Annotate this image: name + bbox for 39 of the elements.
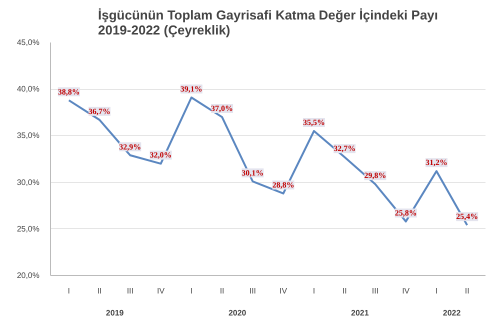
data-label: 32,9% (119, 142, 142, 152)
data-label: 35,5% (302, 118, 325, 128)
text: 2022 (442, 308, 462, 318)
data-label: 28,8% (272, 180, 294, 190)
text: 2019 (106, 308, 124, 318)
data-label: 25,8% (394, 208, 417, 218)
y-tick-label: 30,0% (16, 178, 40, 187)
data-label: 31,2% (425, 158, 448, 168)
x-tick-label: I (68, 286, 70, 296)
text: 2020 (228, 308, 247, 318)
x-tick-label: II (464, 286, 470, 296)
y-tick-label: 20,0% (16, 271, 40, 280)
data-label: 32,7% (334, 144, 356, 154)
x-tick-label: IV (402, 286, 410, 296)
x-tick-label: III (126, 286, 134, 296)
text: 2021 (351, 308, 370, 318)
data-label: 37,0% (211, 104, 234, 114)
x-tick-label: II (97, 286, 102, 296)
x-tick-label: IV (157, 286, 166, 296)
x-tick-label: III (372, 286, 379, 296)
chart-title: İşgücünün Toplam Gayrisafi Katma Değer İçindeki Payı 2019-2022 (Çeyreklik) (98, 8, 438, 38)
x-tick-label: II (220, 286, 224, 296)
y-tick-label: 25,0% (16, 224, 40, 234)
data-label: 39,1% (180, 84, 202, 94)
x-tick-label: III (249, 286, 256, 296)
y-tick-label: 40,0% (16, 84, 40, 94)
x-tick-label: II (342, 286, 347, 296)
y-tick-label: 45,0% (16, 38, 40, 47)
data-label: 36,7% (88, 106, 111, 116)
x-tick-label: I (312, 286, 316, 296)
data-label: 32,0% (150, 150, 172, 160)
data-label: 29,8% (364, 171, 386, 180)
data-label: 25,4% (456, 212, 478, 222)
data-label: 38,8% (58, 87, 80, 96)
y-tick-label: 35,0% (16, 131, 40, 140)
x-tick-label: I (435, 286, 438, 296)
x-tick-label: IV (280, 286, 288, 296)
data-label: 30,1% (242, 168, 264, 178)
x-tick-label: I (190, 286, 193, 296)
